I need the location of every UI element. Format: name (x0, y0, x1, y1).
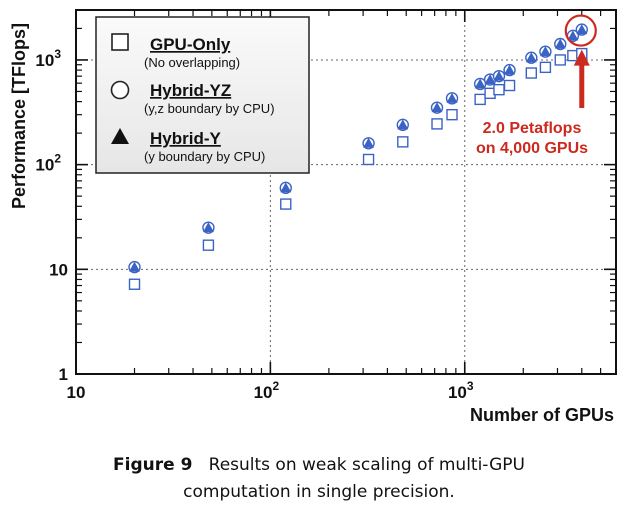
x-tick-label: 103 (448, 379, 474, 402)
annotation-line-1: 2.0 Petaflops (483, 120, 582, 137)
data-point-hybrid-y (129, 261, 141, 272)
data-point-hybrid-y (576, 24, 588, 35)
data-point-hybrid-y (554, 38, 566, 49)
caption-line-1: Results on weak scaling of multi-GPU (208, 455, 525, 475)
legend-label-gpu-only: GPU-Only (150, 35, 231, 54)
data-point-hybrid-y (280, 182, 292, 193)
peak-highlight-circle (564, 14, 597, 47)
data-point-hybrid-y (446, 92, 458, 103)
data-point-gpu-only (362, 153, 375, 166)
legend-label-hybrid-y: Hybrid-Y (150, 129, 222, 148)
caption-line-2: computation in single precision. (183, 482, 455, 502)
figure-caption: Figure 9 Results on weak scaling of mult… (0, 455, 638, 475)
data-point-gpu-only (431, 118, 443, 130)
data-point-gpu-only (503, 79, 516, 92)
y-tick-label: 10 (49, 260, 68, 279)
legend-label-hybrid-yz: Hybrid-YZ (150, 81, 231, 100)
peak-arrow-head (573, 49, 590, 66)
data-point-gpu-only (493, 83, 505, 96)
annotation-line-2: on 4,000 GPUs (476, 140, 588, 157)
data-point-hybrid-y (474, 78, 486, 89)
data-point-gpu-only (446, 108, 458, 121)
data-point-hybrid-y (397, 119, 409, 130)
data-point-gpu-only (128, 278, 141, 290)
data-points (128, 23, 588, 290)
data-point-gpu-only (525, 67, 538, 79)
data-point-hybrid-y (493, 70, 505, 81)
data-point-gpu-only (202, 239, 215, 251)
data-point-hybrid-y (525, 52, 537, 63)
y-axis-label: Performance [TFlops] (9, 23, 29, 209)
peak-annotation: 2.0 Petaflops on 4,000 GPUs (476, 14, 597, 157)
x-tick-label: 10 (67, 383, 86, 402)
y-tick-label: 102 (35, 152, 61, 175)
y-tick-label: 103 (35, 47, 61, 70)
figure-label: Figure 9 (113, 455, 193, 475)
legend-note-hybrid-yz: (y,z boundary by CPU) (144, 101, 275, 116)
data-point-gpu-only (539, 61, 552, 74)
data-point-gpu-only (397, 136, 409, 148)
legend-note-gpu-only: (No overlapping) (144, 55, 240, 70)
data-point-hybrid-y (539, 46, 551, 57)
data-point-hybrid-y (431, 102, 443, 113)
data-point-gpu-only (554, 54, 566, 66)
legend-marker-hybrid-y (111, 128, 129, 144)
legend: GPU-Only (No overlapping) Hybrid-YZ (y,z… (95, 16, 310, 174)
legend-box (95, 16, 310, 174)
legend-note-hybrid-y: (y boundary by CPU) (144, 149, 265, 164)
data-point-hybrid-y (202, 222, 214, 233)
x-axis-label: Number of GPUs (470, 405, 614, 425)
data-point-hybrid-y (504, 64, 516, 75)
data-point-gpu-only (474, 93, 486, 106)
legend-marker-gpu-only (111, 33, 129, 51)
data-point-hybrid-y (484, 74, 496, 85)
x-tick-label: 102 (254, 379, 280, 402)
data-point-gpu-only (280, 198, 292, 210)
data-point-hybrid-y (567, 30, 579, 41)
data-point-hybrid-y (363, 137, 375, 148)
legend-marker-hybrid-yz (110, 80, 130, 100)
y-tick-label: 1 (59, 365, 68, 384)
